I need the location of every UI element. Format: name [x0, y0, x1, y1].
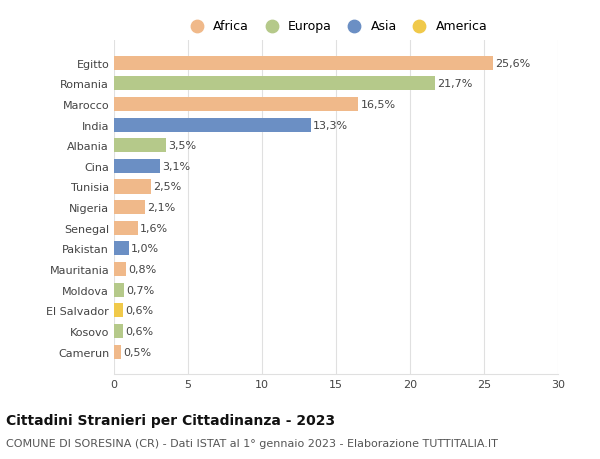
Bar: [114, 345, 121, 359]
Text: 1,6%: 1,6%: [140, 224, 168, 233]
Text: 0,7%: 0,7%: [127, 285, 155, 295]
Bar: [114, 304, 123, 318]
Bar: [114, 283, 124, 297]
Bar: [114, 263, 126, 276]
Bar: [114, 325, 123, 338]
Text: 21,7%: 21,7%: [437, 79, 473, 89]
Bar: [114, 242, 129, 256]
Text: 13,3%: 13,3%: [313, 120, 348, 130]
Text: 0,6%: 0,6%: [125, 326, 153, 336]
Text: 0,5%: 0,5%: [124, 347, 152, 357]
Text: 3,1%: 3,1%: [162, 162, 190, 172]
Text: 2,5%: 2,5%: [153, 182, 181, 192]
Bar: [114, 77, 435, 91]
Bar: [114, 98, 358, 112]
Bar: [114, 56, 493, 70]
Text: 1,0%: 1,0%: [131, 244, 159, 254]
Text: 0,8%: 0,8%: [128, 264, 157, 274]
Text: Cittadini Stranieri per Cittadinanza - 2023: Cittadini Stranieri per Cittadinanza - 2…: [6, 413, 335, 427]
Text: 2,1%: 2,1%: [148, 203, 176, 213]
Bar: [114, 139, 166, 153]
Text: 3,5%: 3,5%: [168, 141, 196, 151]
Text: COMUNE DI SORESINA (CR) - Dati ISTAT al 1° gennaio 2023 - Elaborazione TUTTITALI: COMUNE DI SORESINA (CR) - Dati ISTAT al …: [6, 438, 498, 448]
Text: 25,6%: 25,6%: [495, 58, 530, 68]
Bar: [114, 118, 311, 132]
Legend: Africa, Europa, Asia, America: Africa, Europa, Asia, America: [182, 17, 490, 35]
Text: 16,5%: 16,5%: [361, 100, 395, 110]
Bar: [114, 159, 160, 174]
Bar: [114, 221, 137, 235]
Bar: [114, 201, 145, 215]
Text: 0,6%: 0,6%: [125, 306, 153, 316]
Bar: [114, 180, 151, 194]
